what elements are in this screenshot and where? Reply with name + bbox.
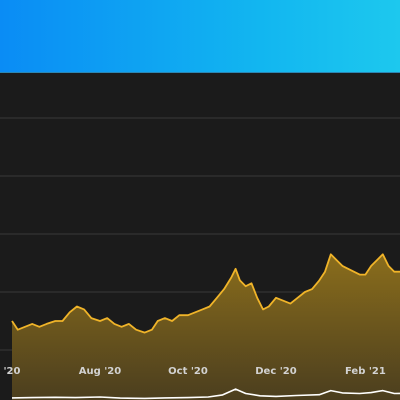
chart-area: '20 Aug '20 Oct '20 Dec '20 Feb '21 [0, 73, 400, 400]
series-line-primary [11, 253, 400, 334]
x-tick-label: Dec '20 [255, 366, 297, 377]
series-area-layer [12, 254, 400, 400]
x-tick-label: '20 [4, 366, 21, 377]
x-tick-label: Feb '21 [345, 366, 386, 377]
series-area-fill [12, 254, 400, 400]
header-divider [0, 72, 400, 73]
series-line-secondary [11, 388, 400, 400]
x-tick-label: Oct '20 [168, 366, 208, 377]
x-tick-label: Aug '20 [79, 366, 122, 377]
series-line-layer [11, 253, 400, 400]
header-banner [0, 0, 400, 72]
x-axis: '20 Aug '20 Oct '20 Dec '20 Feb '21 [4, 366, 386, 377]
price-chart: '20 Aug '20 Oct '20 Dec '20 Feb '21 [0, 117, 400, 400]
